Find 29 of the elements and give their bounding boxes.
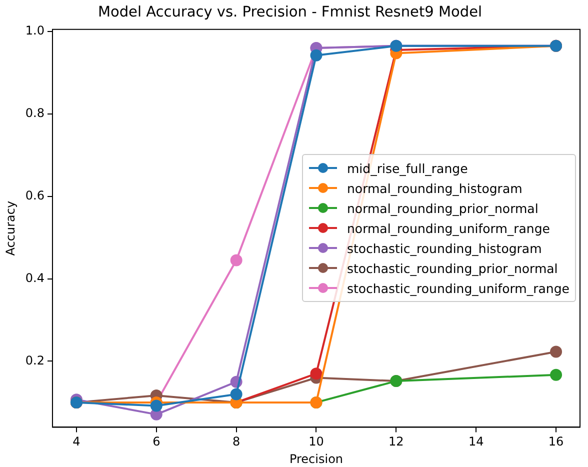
- y-tick-label: 0.4: [25, 270, 44, 285]
- point: [230, 254, 242, 266]
- x-tick-label: 4: [72, 434, 80, 449]
- legend-label: stochastic_rounding_uniform_range: [347, 280, 570, 296]
- point: [230, 388, 242, 400]
- x-tick-label: 6: [152, 434, 160, 449]
- y-tick-label: 0.8: [25, 106, 44, 120]
- legend-label: stochastic_rounding_histogram: [347, 240, 542, 256]
- x-tick-label: 10: [308, 434, 324, 449]
- legend-label: normal_rounding_histogram: [347, 180, 522, 196]
- y-tick-label: 0.2: [25, 353, 44, 368]
- y-axis-title: Accuracy: [3, 200, 18, 256]
- x-tick-label: 14: [468, 434, 484, 449]
- point: [310, 368, 322, 380]
- point: [150, 400, 162, 412]
- x-axis-title: Precision: [289, 452, 344, 466]
- legend-label: normal_rounding_uniform_range: [347, 220, 550, 236]
- y-tick-label: 1.0: [25, 24, 44, 38]
- legend-label: normal_rounding_prior_normal: [347, 200, 538, 216]
- y-tick-label: 0.6: [25, 188, 44, 202]
- point: [310, 49, 322, 62]
- x-tick-label: 16: [548, 434, 564, 449]
- legend-label: mid_rise_full_range: [347, 160, 468, 176]
- legend-label: stochastic_rounding_prior_normal: [347, 260, 558, 276]
- point: [550, 346, 562, 358]
- point: [550, 368, 562, 381]
- chart-title: Model Accuracy vs. Precision - Fmnist Resnet9 Model: [98, 4, 482, 20]
- x-tick-label: 8: [232, 434, 240, 449]
- x-tick-label: 12: [388, 434, 404, 449]
